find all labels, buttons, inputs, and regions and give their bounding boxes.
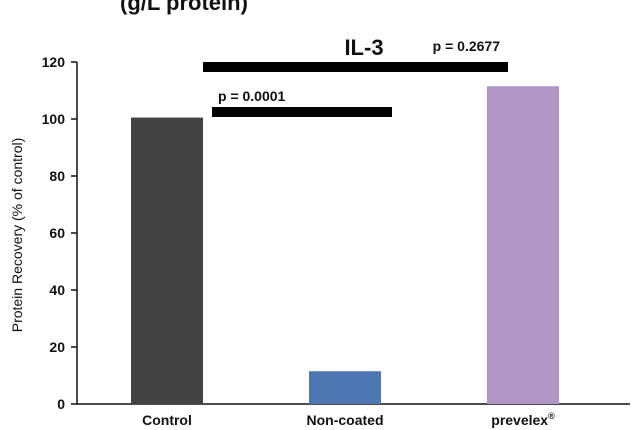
y-tick-label: 80: [49, 168, 65, 184]
y-tick-label: 0: [57, 396, 65, 412]
y-tick-label: 40: [49, 282, 65, 298]
y-tick-label: 120: [42, 54, 66, 70]
bar-control: [131, 117, 203, 404]
y-axis-label: Protein Recovery (% of control): [9, 138, 25, 333]
significance-bar: [212, 107, 392, 117]
y-tick-label: 60: [49, 225, 65, 241]
y-ticks: 0 20 40 60 80 100 120: [42, 54, 77, 412]
cropped-header-text: (g/L protein): [120, 0, 248, 15]
significance-brackets: p = 0.0001 p = 0.2677: [203, 38, 508, 117]
x-tick-label: Non-coated: [307, 412, 384, 428]
y-tick-label: 20: [49, 339, 65, 355]
chart-title: IL-3: [344, 35, 383, 60]
x-tick-labels: Control Non-coated prevelex®: [142, 411, 555, 428]
p-value-label: p = 0.2677: [433, 38, 501, 54]
x-tick-label: Control: [142, 412, 192, 428]
bar-prevelex: [487, 86, 559, 404]
registered-mark: ®: [548, 411, 555, 421]
significance-bar: [203, 62, 508, 72]
x-tick-label: prevelex®: [491, 411, 555, 428]
p-value-label: p = 0.0001: [218, 88, 286, 104]
y-tick-label: 100: [42, 111, 66, 127]
bar-non-coated: [309, 371, 381, 404]
bars: [131, 86, 559, 404]
